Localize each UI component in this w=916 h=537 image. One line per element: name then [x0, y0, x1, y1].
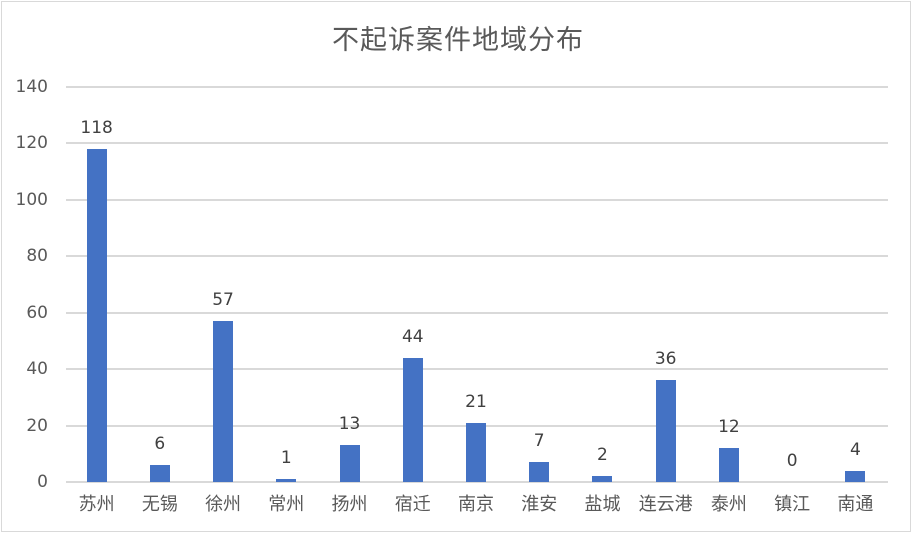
gridline: [66, 86, 888, 88]
gridline: [66, 198, 888, 201]
data-label: 118: [80, 118, 113, 139]
x-axis-category-label: 镇江: [774, 494, 811, 515]
data-label: 57: [212, 290, 234, 311]
bar-9: [655, 380, 676, 482]
bar-4: [339, 445, 360, 482]
bar-7: [529, 462, 550, 482]
x-axis-category-label: 徐州: [205, 494, 242, 515]
data-label: 21: [465, 391, 487, 412]
bar-0: [86, 149, 107, 482]
data-label: 36: [654, 349, 677, 370]
bar-1: [149, 465, 170, 482]
y-axis-tick-label: 40: [26, 359, 48, 380]
bar-6: [466, 422, 486, 482]
x-axis-category-label: 扬州: [331, 494, 368, 515]
y-axis-tick-label: 120: [15, 133, 48, 154]
x-axis-category-label: 无锡: [141, 494, 178, 515]
chart-title: 不起诉案件地域分布: [332, 25, 584, 56]
gridline: [66, 311, 888, 314]
data-label: 12: [718, 417, 740, 438]
gridline: [66, 142, 888, 145]
data-label: 44: [401, 326, 424, 347]
bar-3: [276, 479, 297, 482]
y-axis-tick-label: 80: [26, 246, 48, 267]
y-axis-tick-label: 20: [26, 415, 48, 436]
x-axis-category-label: 南通: [837, 494, 874, 515]
gridline: [66, 481, 888, 483]
bar-2: [213, 321, 234, 482]
data-label: 4: [849, 439, 861, 460]
data-label: 6: [154, 434, 166, 455]
bar-8: [592, 476, 613, 482]
x-axis-category-label: 连云港: [638, 494, 693, 515]
data-label: 13: [338, 414, 361, 435]
x-axis-category-label: 苏州: [78, 494, 115, 515]
data-label: 1: [280, 448, 292, 469]
y-axis-tick-label: 100: [15, 189, 48, 210]
data-label: 7: [533, 431, 545, 452]
y-axis-tick-label: 60: [26, 302, 48, 323]
bar-12: [845, 470, 866, 482]
x-axis-category-label: 常州: [268, 494, 305, 515]
bar-5: [402, 357, 423, 482]
x-axis-category-label: 淮安: [521, 494, 558, 515]
data-label: 0: [786, 451, 798, 471]
gridline: [66, 255, 888, 258]
x-axis-category-label: 宿迁: [394, 494, 431, 515]
x-axis-category-label: 盐城: [584, 494, 621, 515]
x-axis-category-label: 泰州: [710, 494, 747, 515]
x-axis-category-label: 南京: [458, 494, 494, 515]
y-axis-tick-label: 140: [15, 77, 48, 97]
gridline: [66, 368, 888, 371]
y-axis-tick-label: 0: [37, 472, 48, 492]
bar-10: [718, 448, 739, 482]
data-label: 2: [597, 445, 608, 466]
